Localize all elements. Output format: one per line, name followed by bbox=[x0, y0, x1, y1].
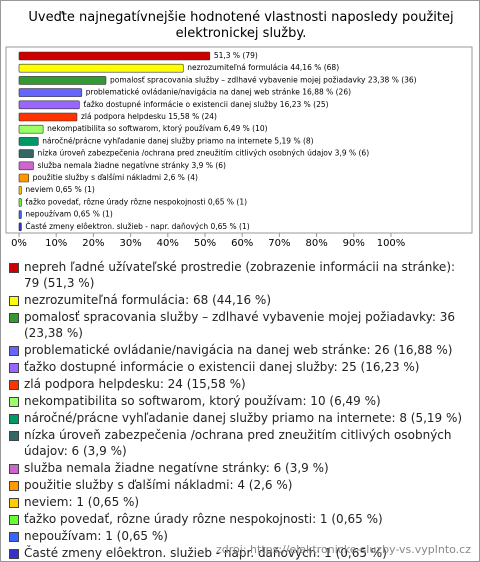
legend-item: neviem: 1 (0,65 %) bbox=[7, 494, 473, 510]
bar bbox=[18, 161, 34, 171]
legend-swatch bbox=[9, 296, 19, 306]
legend-swatch bbox=[9, 397, 19, 407]
legend-swatch bbox=[9, 515, 19, 525]
bar bbox=[18, 198, 22, 207]
legend: nepreh ľadné užívateľské prostredie (zob… bbox=[7, 259, 473, 561]
legend-swatch bbox=[9, 414, 19, 424]
bar bbox=[18, 112, 78, 122]
legend-label: neviem: 1 (0,65 %) bbox=[24, 495, 140, 509]
x-tick-label: 100% bbox=[377, 238, 406, 249]
legend-item: ťažko dostupné informácie o existencii d… bbox=[7, 359, 473, 375]
x-tick-label: 70% bbox=[268, 238, 290, 249]
legend-item: problematické ovládanie/navigácia na dan… bbox=[7, 342, 473, 358]
bar-label: nízka úroveň zabezpečenia /ochrana pred … bbox=[38, 149, 370, 158]
bar bbox=[18, 124, 44, 134]
source: zdroj: https://elektronicke-sluzby-vs.vy… bbox=[216, 543, 471, 556]
chart: 0% 10% 20% 30% 40% 50% 60% 70% 80% 90% 100% 51,3 % … bbox=[5, 46, 473, 249]
bar bbox=[18, 222, 22, 232]
legend-label: náročné/prácne vyhľadanie danej služby p… bbox=[24, 411, 463, 425]
legend-swatch bbox=[9, 532, 19, 542]
legend-swatch bbox=[9, 313, 19, 323]
x-tick-label: 30% bbox=[119, 238, 141, 249]
legend-swatch bbox=[9, 481, 19, 491]
bar bbox=[18, 210, 22, 219]
bar bbox=[18, 51, 211, 61]
legend-swatch bbox=[9, 363, 19, 373]
legend-label: nízka úroveň zabezpečenia /ochrana pred … bbox=[24, 428, 452, 458]
x-tick-label: 50% bbox=[194, 238, 216, 249]
legend-swatch bbox=[9, 549, 19, 559]
chart-title: Uveďte najnegatívnejšie hodnotené vlastn… bbox=[28, 10, 454, 41]
bar-label: náročné/prácne vyhľadanie danej služby p… bbox=[42, 136, 313, 145]
legend-swatch bbox=[9, 346, 19, 356]
legend-swatch bbox=[9, 498, 19, 508]
legend-label: nepoužívam: 1 (0,65 %) bbox=[24, 529, 168, 543]
legend-item: nepreh ľadné užívateľské prostredie (zob… bbox=[7, 259, 473, 291]
bar-label: služba nemala žiadne negatívne stránky 3… bbox=[38, 161, 227, 170]
bar bbox=[18, 137, 39, 146]
x-tick-label: 0% bbox=[11, 238, 27, 249]
legend-item: nekompatibilita so softwarom, ktorý použ… bbox=[7, 393, 473, 409]
legend-swatch bbox=[9, 431, 19, 441]
legend-item: Časté zmeny elôektron. služieb - napr. d… bbox=[7, 545, 473, 561]
bar-label: problematické ovládanie/navigácia na dan… bbox=[86, 88, 351, 97]
bar bbox=[18, 76, 107, 85]
legend-item: nízka úroveň zabezpečenia /ochrana pred … bbox=[7, 427, 473, 459]
bar-label: nezrozumiteľná formulácia 44,16 % (68) bbox=[187, 63, 339, 72]
x-tick-label: 40% bbox=[157, 238, 179, 249]
bar-label: ťažko povedať, rôzne úrady rôzne nespoko… bbox=[25, 197, 247, 206]
legend-label: použitie služby s ďalšími nákladmi: 4 (2… bbox=[24, 478, 293, 492]
legend-label: Časté zmeny elôektron. služieb - napr. d… bbox=[24, 546, 387, 560]
legend-label: problematické ovládanie/navigácia na dan… bbox=[24, 343, 453, 357]
legend-label: ťažko dostupné informácie o existencii d… bbox=[24, 360, 420, 374]
legend-label: nekompatibilita so softwarom, ktorý použ… bbox=[24, 394, 381, 408]
legend-item: služba nemala žiadne negatívne stránky: … bbox=[7, 460, 473, 476]
legend-swatch bbox=[9, 380, 19, 390]
legend-swatch bbox=[9, 263, 19, 273]
bar-label: neviem 0,65 % (1) bbox=[25, 185, 94, 194]
legend-swatch bbox=[9, 464, 19, 474]
x-tick-label: 20% bbox=[82, 238, 104, 249]
legend-label: nezrozumiteľná formulácia: 68 (44,16 %) bbox=[24, 293, 272, 307]
bar bbox=[18, 149, 34, 158]
bar bbox=[18, 100, 80, 110]
bar-label: zlá podpora helpdesku 15,58 % (24) bbox=[81, 112, 217, 121]
bar-label: 51,3 % (79) bbox=[214, 51, 258, 60]
legend-item: zlá podpora helpdesku: 24 (15,58 %) bbox=[7, 376, 473, 392]
legend-label: pomalosť spracovania služby – zdlhavé vy… bbox=[24, 310, 456, 340]
legend-item: ťažko povedať, rôzne úrady rôzne nespoko… bbox=[7, 511, 473, 527]
x-tick-label: 60% bbox=[231, 238, 253, 249]
legend-label: nepreh ľadné užívateľské prostredie (zob… bbox=[24, 260, 456, 290]
bar-label: nepoužívam 0,65 % (1) bbox=[25, 210, 113, 219]
bar-label: pomalosť spracovania služby – zdlhavé vy… bbox=[110, 75, 417, 84]
x-tick-label: 80% bbox=[305, 238, 327, 249]
bar-label: Časté zmeny elôektron. služieb - napr. d… bbox=[25, 222, 249, 231]
bar bbox=[18, 173, 29, 183]
bar bbox=[18, 185, 22, 195]
bar bbox=[18, 88, 83, 97]
legend-item: použitie služby s ďalšími nákladmi: 4 (2… bbox=[7, 477, 473, 493]
legend-item: nepoužívam: 1 (0,65 %) bbox=[7, 528, 473, 544]
legend-label: ťažko povedať, rôzne úrady rôzne nespoko… bbox=[24, 512, 383, 526]
legend-label: služba nemala žiadne negatívne stránky: … bbox=[24, 461, 329, 475]
bar bbox=[18, 63, 184, 73]
x-tick-label: 10% bbox=[45, 238, 67, 249]
legend-item: nezrozumiteľná formulácia: 68 (44,16 %) bbox=[7, 292, 473, 308]
bar-label: nekompatibilita so softwarom, ktorý použ… bbox=[47, 124, 267, 133]
x-tick-label: 90% bbox=[343, 238, 365, 249]
legend-label: zlá podpora helpdesku: 24 (15,58 %) bbox=[24, 377, 246, 391]
legend-item: náročné/prácne vyhľadanie danej služby p… bbox=[7, 410, 473, 426]
legend-item: pomalosť spracovania služby – zdlhavé vy… bbox=[7, 309, 473, 341]
bar-label: ťažko dostupné informácie o existencii d… bbox=[83, 100, 328, 109]
bar-label: použitie služby s ďalšími nákladmi 2,6 %… bbox=[33, 173, 198, 182]
